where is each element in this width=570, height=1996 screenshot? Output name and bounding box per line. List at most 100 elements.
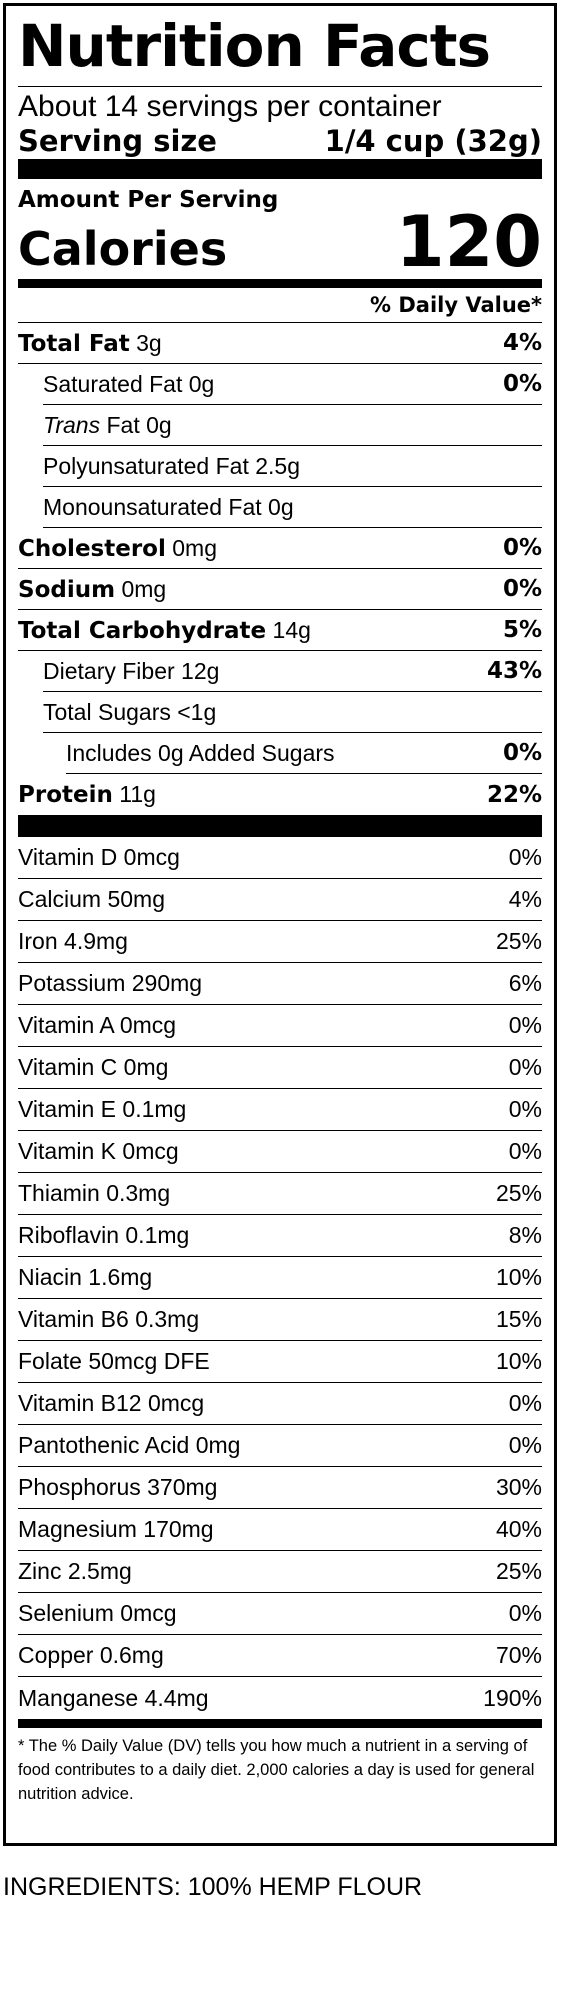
vitamin-row: Vitamin C 0mg 0%	[18, 1047, 542, 1089]
vitamin-name: Zinc 2.5mg	[18, 1558, 132, 1584]
vitamin-row: Pantothenic Acid 0mg 0%	[18, 1425, 542, 1467]
vitamin-row: Niacin 1.6mg 10%	[18, 1257, 542, 1299]
vitamin-name: Iron 4.9mg	[18, 928, 128, 954]
vitamin-row: Vitamin K 0mcg 0%	[18, 1131, 542, 1173]
calories-label: Calories	[18, 222, 228, 276]
serving-size-value: 1/4 cup (32g)	[324, 124, 542, 158]
nutrient-amount: 0mg	[172, 534, 217, 561]
nutrient-name: Saturated Fat	[43, 370, 183, 397]
vitamin-name: Calcium 50mg	[18, 886, 165, 912]
vitamin-row: Zinc 2.5mg 25%	[18, 1551, 542, 1593]
vitamin-dv: 0%	[508, 1096, 542, 1122]
vitamin-name: Manganese 4.4mg	[18, 1684, 209, 1711]
nutrition-facts-label: Nutrition Facts About 14 servings per co…	[3, 3, 557, 1846]
ingredients: INGREDIENTS: 100% HEMP FLOUR	[3, 1873, 423, 1901]
daily-value-header: % Daily Value*	[18, 288, 542, 323]
nutrient-name: Sodium	[18, 576, 116, 603]
vitamin-row: Iron 4.9mg 25%	[18, 921, 542, 963]
vitamin-name: Vitamin B12 0mcg	[18, 1390, 205, 1416]
nutrient-amount: 0g	[188, 370, 215, 397]
vitamins-list: Vitamin D 0mcg 0% Calcium 50mg 4% Iron 4.9mg…	[18, 837, 542, 1719]
nutrient-row-trans-fat: Trans Fat 0g	[43, 405, 542, 446]
vitamin-dv: 30%	[495, 1474, 542, 1500]
vitamin-dv: 8%	[508, 1222, 542, 1248]
serving-size-label: Serving size	[18, 124, 217, 158]
vitamin-row: Potassium 290mg 6%	[18, 963, 542, 1005]
vitamin-name: Phosphorus 370mg	[18, 1474, 218, 1500]
vitamin-dv: 6%	[508, 970, 542, 996]
vitamin-row: Vitamin B12 0mcg 0%	[18, 1383, 542, 1425]
nutrient-row-sodium: Sodium 0mg 0%	[18, 569, 542, 610]
nutrient-dv: 5%	[502, 617, 542, 643]
thick-divider	[18, 815, 542, 837]
vitamin-name: Thiamin 0.3mg	[18, 1180, 171, 1206]
nutrient-dv: 0%	[502, 535, 542, 561]
nutrient-amount: <1g	[177, 698, 217, 725]
servings-per-container: About 14 servings per container	[18, 90, 442, 123]
serving-size-row: Serving size 1/4 cup (32g)	[18, 123, 542, 159]
medium-divider	[18, 1719, 542, 1728]
nutrient-name: Dietary Fiber	[43, 657, 175, 684]
nutrient-name: Protein	[18, 782, 113, 808]
vitamin-name: Folate 50mcg DFE	[18, 1348, 210, 1374]
nutrient-row-polyunsaturated-fat: Polyunsaturated Fat 2.5g	[43, 446, 542, 487]
vitamin-name: Niacin 1.6mg	[18, 1264, 153, 1290]
nutrient-name: Total Sugars	[43, 698, 171, 725]
vitamin-dv: 25%	[495, 928, 542, 954]
nutrient-dv: 0%	[502, 371, 542, 397]
vitamin-dv: 0%	[508, 1390, 542, 1416]
vitamin-name: Vitamin K 0mcg	[18, 1138, 179, 1164]
vitamin-dv: 0%	[508, 1600, 542, 1626]
vitamin-name: Magnesium 170mg	[18, 1516, 214, 1542]
nutrient-amount: 0g	[146, 411, 172, 438]
vitamin-row: Vitamin B6 0.3mg 15%	[18, 1299, 542, 1341]
medium-divider	[18, 279, 542, 288]
vitamin-name: Vitamin E 0.1mg	[18, 1096, 187, 1122]
vitamin-dv: 15%	[495, 1306, 542, 1332]
nutrient-row-saturated-fat: Saturated Fat 0g 0%	[43, 364, 542, 405]
vitamin-dv: 70%	[495, 1642, 542, 1668]
vitamin-row: Calcium 50mg 4%	[18, 879, 542, 921]
vitamin-row: Riboflavin 0.1mg 8%	[18, 1215, 542, 1257]
nutrient-amount: 0mg	[121, 575, 167, 602]
vitamin-name: Selenium 0mcg	[18, 1600, 177, 1626]
nutrient-row-total-sugars: Total Sugars <1g	[43, 692, 542, 733]
nutrient-name: Total Carbohydrate	[18, 617, 267, 644]
nutrient-name: Cholesterol	[18, 535, 166, 562]
nutrient-row-dietary-fiber: Dietary Fiber 12g 43%	[43, 651, 542, 692]
nutrient-name: Fat	[106, 411, 140, 438]
nutrient-amount: 0g	[268, 493, 294, 520]
nutrient-name: Includes 0g Added Sugars	[66, 739, 335, 766]
calories-value: 120	[395, 201, 542, 283]
nutrient-row-protein: Protein 11g 22%	[18, 774, 542, 815]
vitamin-row: Phosphorus 370mg 30%	[18, 1467, 542, 1509]
vitamin-dv: 40%	[495, 1516, 542, 1542]
nutrient-amount: 2.5g	[255, 452, 300, 479]
vitamin-name: Vitamin D 0mcg	[18, 844, 180, 870]
nutrient-amount: 14g	[272, 616, 311, 643]
vitamin-dv: 0%	[508, 1054, 542, 1080]
vitamin-dv: 25%	[495, 1558, 542, 1584]
vitamin-name: Pantothenic Acid 0mg	[18, 1432, 241, 1458]
thick-divider	[18, 159, 542, 179]
footnote-text: * The % Daily Value (DV) tells you how m…	[18, 1737, 535, 1803]
vitamin-row: Vitamin A 0mcg 0%	[18, 1005, 542, 1047]
label-title: Nutrition Facts	[18, 12, 491, 80]
vitamin-row: Copper 0.6mg 70%	[18, 1635, 542, 1677]
vitamin-name: Vitamin C 0mg	[18, 1054, 169, 1080]
vitamin-dv: 0%	[508, 844, 542, 870]
vitamin-dv: 0%	[508, 1138, 542, 1164]
vitamin-row: Magnesium 170mg 40%	[18, 1509, 542, 1551]
footnote: * The % Daily Value (DV) tells you how m…	[18, 1728, 542, 1806]
nutrient-row-total-fat: Total Fat 3g 4%	[18, 323, 542, 364]
divider	[18, 86, 542, 87]
nutrient-amount: 11g	[119, 781, 156, 807]
nutrient-name: Monounsaturated Fat	[43, 493, 262, 520]
nutrient-row-total-carbohydrate: Total Carbohydrate 14g 5%	[18, 610, 542, 651]
vitamin-row: Vitamin D 0mcg 0%	[18, 837, 542, 879]
nutrient-dv: 0%	[502, 740, 542, 766]
nutrient-dv: 4%	[502, 330, 542, 356]
vitamin-name: Riboflavin 0.1mg	[18, 1222, 190, 1248]
vitamin-dv: 4%	[508, 886, 542, 912]
nutrient-dv: 22%	[486, 781, 542, 808]
